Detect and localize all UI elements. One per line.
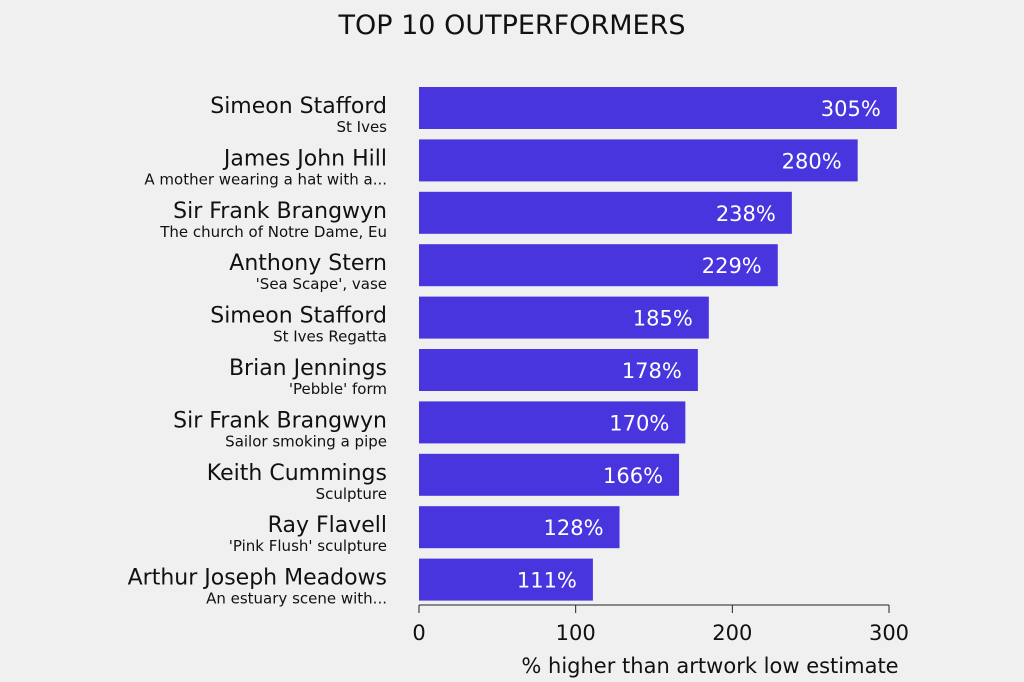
bar: [419, 296, 709, 339]
bar: [419, 349, 698, 391]
bar: [419, 453, 680, 496]
artwork-label: 'Sea Scape', vase: [256, 275, 387, 293]
x-axis: 0 100 200 300: [412, 604, 909, 645]
bar-value-label: 111%: [517, 569, 577, 593]
artwork-label: 'Pink Flush' sculpture: [229, 537, 387, 555]
artwork-label: The church of Notre Dame, Eu: [159, 223, 387, 241]
bar-value-label: 185%: [633, 307, 693, 331]
bar: [419, 244, 778, 287]
bar-value-label: 178%: [622, 359, 682, 383]
bar: [419, 558, 593, 601]
bar-value-label: 305%: [821, 97, 881, 121]
artist-label: Ray Flavell: [268, 513, 387, 538]
bar-value-label: 170%: [609, 411, 669, 435]
bars-group: 305% 280% 238% 229% 185% 178% 170% 166% 128% 111%: [419, 87, 897, 601]
bar: [419, 401, 686, 444]
artwork-label: Sculpture: [316, 485, 387, 503]
x-axis-title: % higher than artwork low estimate: [521, 654, 898, 678]
bar: [419, 139, 858, 182]
bar-value-label: 229%: [702, 254, 762, 278]
bar-value-label: 238%: [716, 202, 776, 226]
artist-label: Sir Frank Brangwyn: [173, 199, 387, 224]
artist-label: Simeon Stafford: [210, 94, 387, 119]
bar: [419, 506, 620, 549]
x-tick-label: 0: [412, 621, 425, 645]
artist-label: Anthony Stern: [229, 251, 387, 276]
x-tick-label: 300: [869, 621, 909, 645]
artist-label: Arthur Joseph Meadows: [128, 566, 387, 591]
x-tick-label: 100: [556, 621, 596, 645]
artwork-label: A mother wearing a hat with a...: [144, 170, 387, 188]
artist-label: James John Hill: [222, 146, 387, 171]
artist-label: Brian Jennings: [229, 356, 387, 381]
bar-value-label: 280%: [782, 149, 842, 173]
artwork-label: Sailor smoking a pipe: [225, 432, 387, 450]
artist-label: Keith Cummings: [207, 461, 387, 486]
artist-label: Simeon Stafford: [210, 304, 387, 329]
artwork-label: St Ives Regatta: [273, 328, 387, 346]
bar: [419, 87, 897, 129]
bar-value-label: 166%: [603, 464, 663, 488]
bar: [419, 191, 792, 234]
x-tick-label: 200: [712, 621, 752, 645]
chart-title: TOP 10 OUTPERFORMERS: [338, 10, 686, 41]
artwork-label: An estuary scene with...: [206, 590, 387, 608]
artist-label: Sir Frank Brangwyn: [173, 408, 387, 433]
artwork-label: St Ives: [336, 118, 387, 136]
bar-value-label: 128%: [543, 516, 603, 540]
artwork-label: 'Pebble' form: [289, 380, 387, 398]
